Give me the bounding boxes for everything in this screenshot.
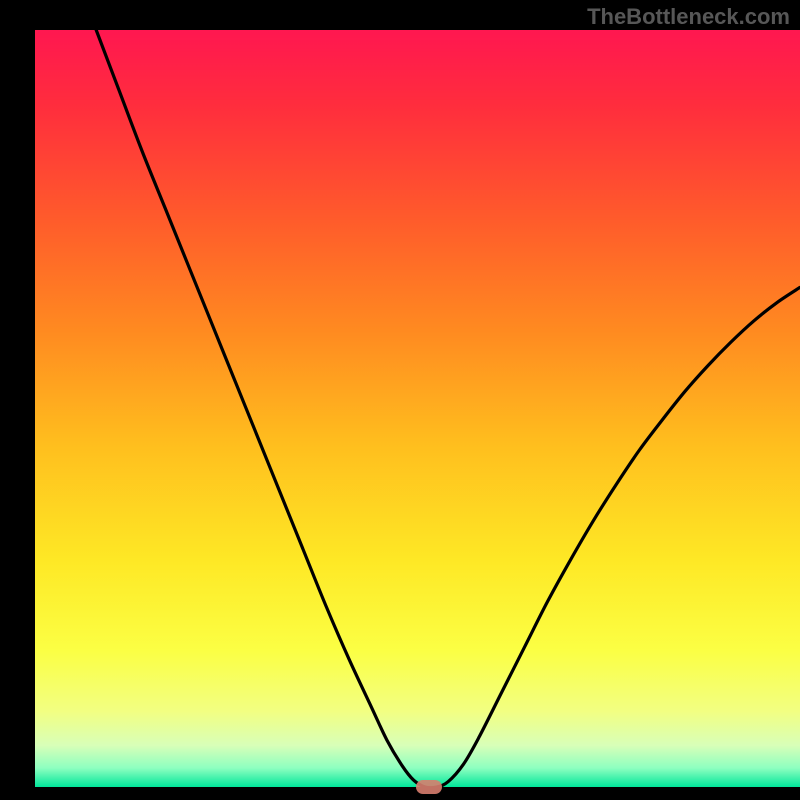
chart-svg bbox=[0, 0, 800, 800]
minimum-marker bbox=[416, 780, 442, 794]
bottleneck-chart: TheBottleneck.com bbox=[0, 0, 800, 800]
plot-background bbox=[35, 30, 800, 787]
